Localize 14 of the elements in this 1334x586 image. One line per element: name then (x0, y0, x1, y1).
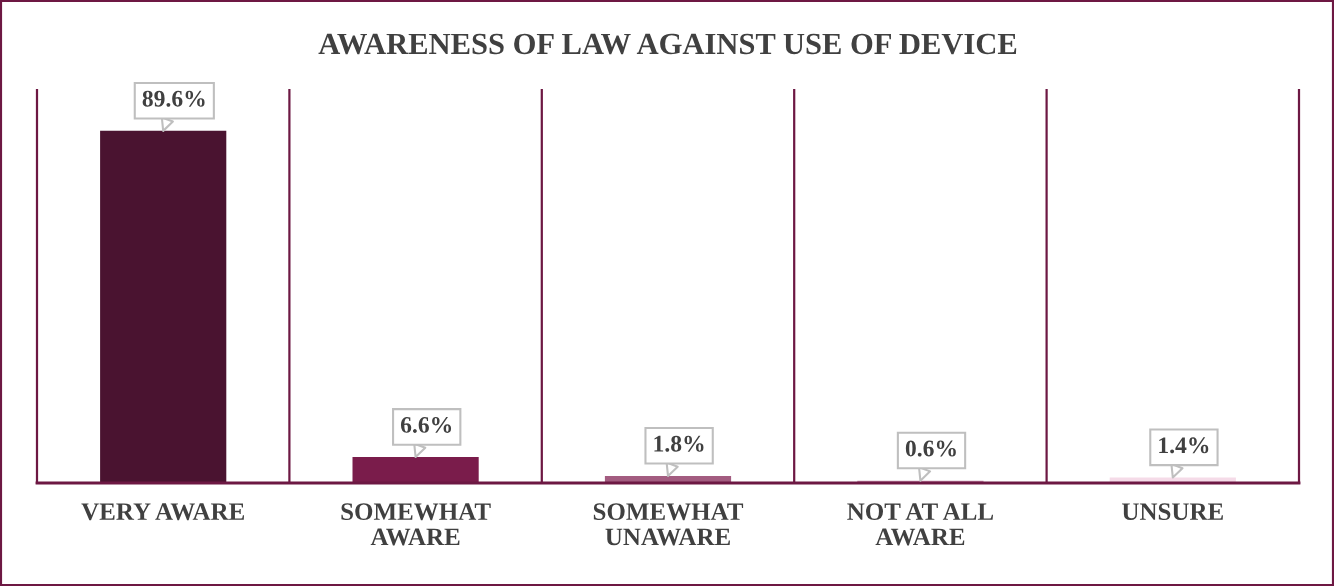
x-tick-label: VERY AWARE (81, 503, 244, 521)
bar (352, 457, 479, 483)
bar (100, 130, 227, 483)
data-label: 1.4% (1159, 437, 1209, 454)
x-tick-label: SOMEWHAT UNAWARE (593, 503, 744, 546)
x-tick-label: SOMEWHAT AWARE (341, 503, 491, 546)
data-label: 89.6% (142, 90, 205, 107)
bar (1109, 477, 1236, 483)
data-label: 0.6% (905, 440, 956, 457)
chart-title: AWARENESS OF LAW AGAINST USE OF DEVICE (318, 33, 1017, 55)
x-tick-label: UNSURE (1122, 503, 1223, 521)
data-label: 1.8% (654, 435, 704, 452)
x-tick-label: NOT AT ALL AWARE (847, 503, 994, 546)
data-label: 6.6% (400, 416, 452, 433)
